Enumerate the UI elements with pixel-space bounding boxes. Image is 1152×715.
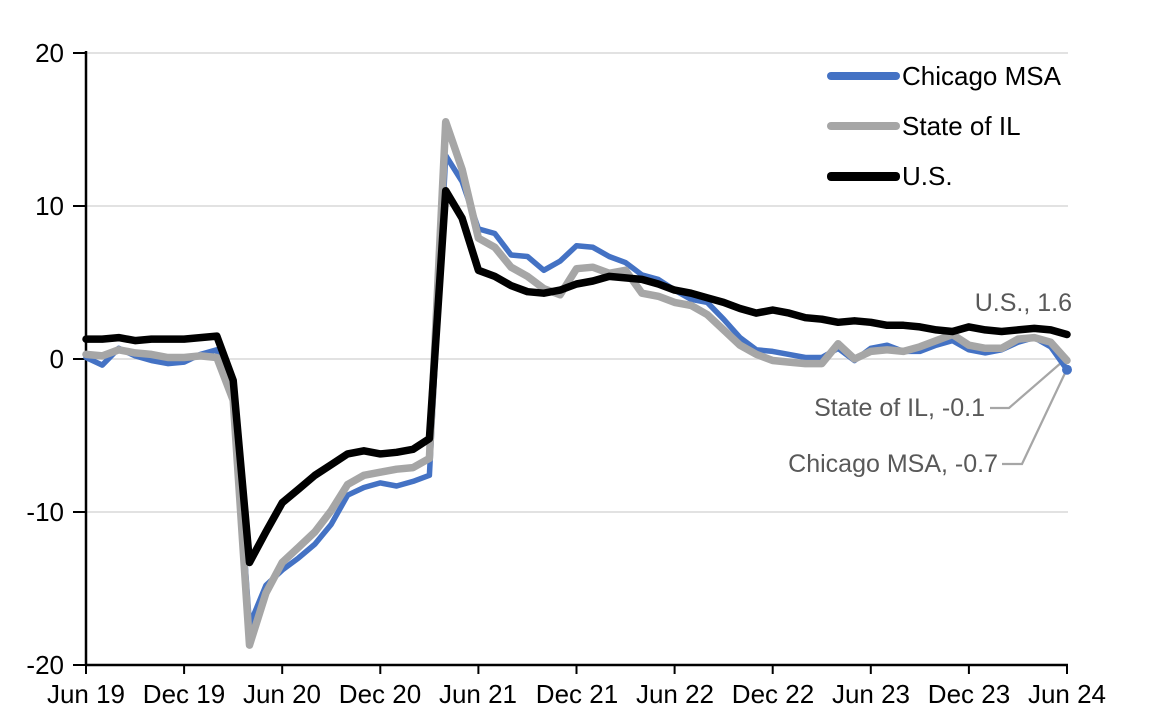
- legend-swatch-us: [827, 171, 900, 181]
- annotation-leaders: [990, 361, 1068, 466]
- legend-label-chicago-msa: Chicago MSA: [902, 60, 1061, 91]
- x-tick-label-dec19: Dec 19: [142, 679, 226, 709]
- legend-item-us: U.S.: [827, 160, 957, 191]
- y-tick-label-0: 0: [49, 344, 64, 374]
- x-tick-label-dec23: Dec 23: [927, 679, 1011, 709]
- x-tick-label-jun24: Jun 24: [1027, 679, 1107, 709]
- annotation-us: U.S., 1.6: [974, 289, 1072, 317]
- x-tick-label-jun19: Jun 19: [46, 679, 126, 709]
- y-tick-label-neg10: -10: [26, 497, 64, 527]
- leader-state-of-il: [990, 361, 1063, 410]
- legend-item-chicago-msa: Chicago MSA: [827, 60, 1065, 91]
- x-tick-label-jun20: Jun 20: [242, 679, 322, 709]
- y-tick-label-20: 20: [35, 38, 64, 68]
- y-tick-label-10: 10: [35, 191, 64, 221]
- y-tick-label-neg20: -20: [26, 650, 64, 680]
- x-tick-label-dec20: Dec 20: [338, 679, 422, 709]
- legend-label-us: U.S.: [902, 160, 953, 191]
- x-tick-label-jun21: Jun 21: [438, 679, 518, 709]
- leader-chicago-msa: [1002, 370, 1068, 466]
- legend-item-state-of-il: State of IL: [827, 110, 1025, 141]
- gridlines: [86, 52, 1068, 513]
- legend-swatch-state-of-il: [827, 122, 900, 130]
- x-tick-label-jun22: Jun 22: [635, 679, 715, 709]
- annotation-chicago-msa: Chicago MSA, -0.7: [788, 450, 998, 478]
- annotation-state-of-il: State of IL, -0.1: [814, 394, 985, 422]
- x-tick-label-dec21: Dec 21: [535, 679, 619, 709]
- legend-swatch-chicago-msa: [827, 72, 900, 80]
- series-lines: [82, 118, 1072, 649]
- legend-label-state-of-il: State of IL: [902, 110, 1021, 141]
- x-tick-label-dec22: Dec 22: [731, 679, 815, 709]
- x-tick-label-jun23: Jun 23: [831, 679, 911, 709]
